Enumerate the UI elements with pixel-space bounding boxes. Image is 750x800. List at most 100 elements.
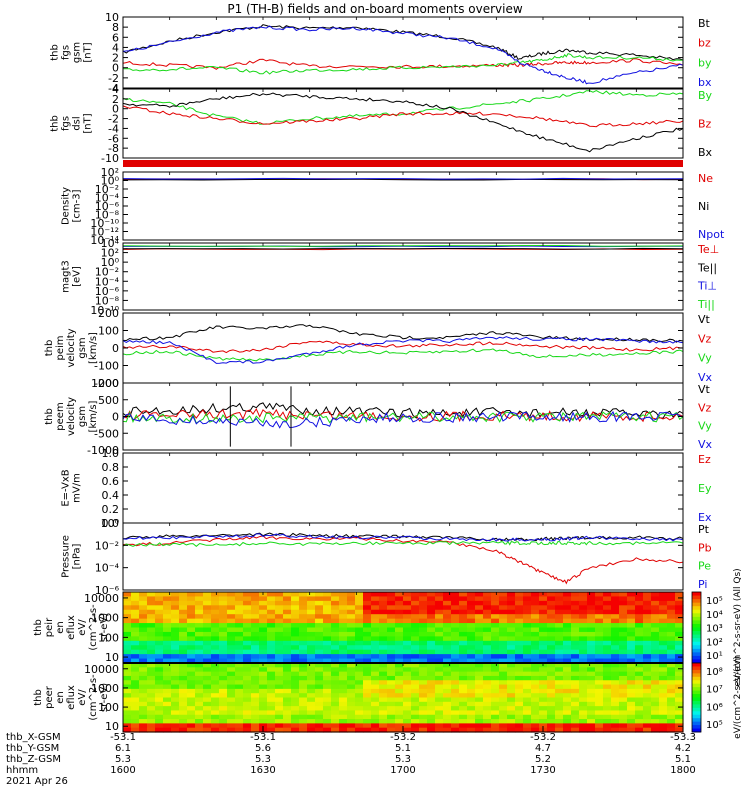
y-axis-label: thb (44, 408, 55, 425)
series-line-Pb (122, 535, 684, 585)
y-axis-label: [nT] (83, 42, 94, 62)
time-axis-value: 5.3 (255, 754, 271, 765)
y-tick-label: 10000 (84, 592, 119, 605)
time-axis-row-label: 2021 Apr 26 (6, 776, 68, 787)
series-line-bx (122, 25, 684, 85)
time-axis-value: 1800 (670, 765, 695, 776)
series-line-Vx (122, 410, 684, 429)
colorbar-tick-label: 10⁷ (706, 685, 723, 696)
colorbar-tick-label: 10⁸ (706, 667, 723, 678)
y-tick-label: -10 (101, 152, 119, 165)
y-tick-label: 0 (112, 411, 119, 424)
y-axis-label: eV/ (77, 689, 88, 706)
y-tick-label: 8 (112, 21, 119, 34)
legend-Pt: Pt (698, 523, 710, 536)
series-line-Ni (122, 178, 684, 181)
legend-Vz: Vz (698, 332, 712, 345)
panel-peem-velocity: 1000 500 0 -500 -1000 thb peem velocity gsm [km/s… (44, 377, 713, 457)
y-tick-label: 10⁻⁶ (95, 285, 120, 298)
y-tick-label: 10⁻⁴ (95, 275, 120, 288)
legend-Ni: Ni (698, 200, 709, 213)
y-axis-label: thb (33, 619, 44, 636)
legend-Te⊥: Te⊥ (697, 243, 719, 256)
colorbar-tick-label: 10¹ (706, 651, 723, 662)
legend-Ez: Ez (698, 453, 711, 466)
time-axis-value: 1630 (250, 765, 275, 776)
time-axis-value: 5.1 (675, 754, 691, 765)
y-tick-label: 0 (112, 62, 119, 75)
y-axis-label: fgs (61, 116, 72, 131)
series-line-By (122, 90, 684, 125)
y-tick-label: 10⁰ (101, 517, 120, 530)
y-axis-label: gsm (72, 42, 83, 63)
panel-efield: 1.00.80.60.40.20.0 E=-VxB mV/m Ez Ey Ex (61, 447, 712, 530)
red-band (123, 160, 683, 167)
series-line-Pe (122, 540, 684, 547)
legend-By: By (698, 89, 713, 102)
y-tick-label: -100 (94, 360, 119, 373)
time-axis-value: 5.1 (395, 743, 411, 754)
y-tick-label: 10⁻² (95, 266, 119, 279)
legend-bz: bz (698, 37, 711, 50)
y-tick-label: 10⁻² (95, 183, 119, 196)
y-tick-label: 100 (98, 631, 119, 644)
y-tick-label: 6 (112, 31, 119, 44)
time-axis-value: 6.1 (115, 743, 131, 754)
time-axis-value: 1700 (390, 765, 415, 776)
time-axis-value: -53.2 (530, 732, 556, 743)
y-axis-label: [km/s] (88, 332, 99, 364)
legend-Ex: Ex (698, 511, 712, 524)
y-tick-label: 10 (105, 720, 119, 733)
y-tick-label: 10² (101, 247, 119, 260)
y-tick-label: -200 (94, 377, 119, 390)
y-tick-label: 10 (105, 11, 119, 24)
y-tick-label: 0.6 (102, 475, 120, 488)
y-axis-label: fgs (61, 45, 72, 60)
colorbar-tick-label: 10⁵ (706, 720, 723, 731)
y-axis-label: dsl (72, 116, 83, 130)
panel-pressure: 10⁰ 10⁻² 10⁻⁴ 10⁻⁶ Pressure [nPa] Pt Pb Pe Pi (61, 517, 712, 597)
y-tick-label: 2 (112, 93, 119, 106)
y-axis-label: en (55, 621, 66, 634)
series-line-Vy (122, 410, 684, 424)
y-tick-label: 10⁻⁸ (95, 209, 120, 222)
series-line-Vz (122, 340, 684, 354)
y-axis-label: Pressure (61, 535, 72, 578)
y-tick-label: 10⁻⁴ (95, 192, 120, 205)
time-axis-value: -53.2 (390, 732, 416, 743)
y-tick-label: 0.2 (102, 503, 120, 516)
panel-frame (122, 452, 684, 524)
y-tick-label: 10⁰ (101, 256, 120, 269)
y-axis-label: eV/ (77, 619, 88, 636)
panel-frame (122, 242, 684, 311)
time-axis-value: -53.1 (110, 732, 136, 743)
y-tick-label: 10 (105, 651, 119, 664)
legend-Pi: Pi (698, 578, 707, 591)
legend-Bt: Bt (698, 17, 711, 30)
y-axis-label: [km/s] (88, 400, 99, 432)
legend-Vt: Vt (698, 383, 711, 396)
series-line-Vy (122, 348, 684, 362)
time-axis-value: 4.2 (675, 743, 691, 754)
y-axis-label: thb (50, 44, 61, 61)
y-tick-label: 0.4 (102, 489, 120, 502)
series-line-Pi (122, 533, 684, 542)
time-axis-value: 4.7 (535, 743, 551, 754)
y-axis-label: magt3 (61, 260, 72, 293)
colorbar-tick-label: 10⁴ (706, 610, 723, 621)
legend-Vy: Vy (698, 420, 712, 433)
legend-Npot: Npot (698, 228, 725, 241)
legend-Pb: Pb (698, 541, 712, 554)
y-tick-label: 10⁻¹² (90, 226, 119, 239)
spectrogram-cells (123, 592, 684, 664)
y-axis-label: peer (44, 685, 55, 709)
legend-Vx: Vx (698, 371, 713, 384)
colorbar-tick-label: 10² (706, 637, 723, 648)
spectrogram-cells (123, 663, 684, 733)
y-tick-label: 200 (98, 307, 119, 320)
series-line-Te|| (122, 247, 684, 250)
series-line-by (122, 53, 684, 75)
legend-bx: bx (698, 76, 712, 89)
legend-Ti⊥: Ti⊥ (697, 280, 717, 293)
